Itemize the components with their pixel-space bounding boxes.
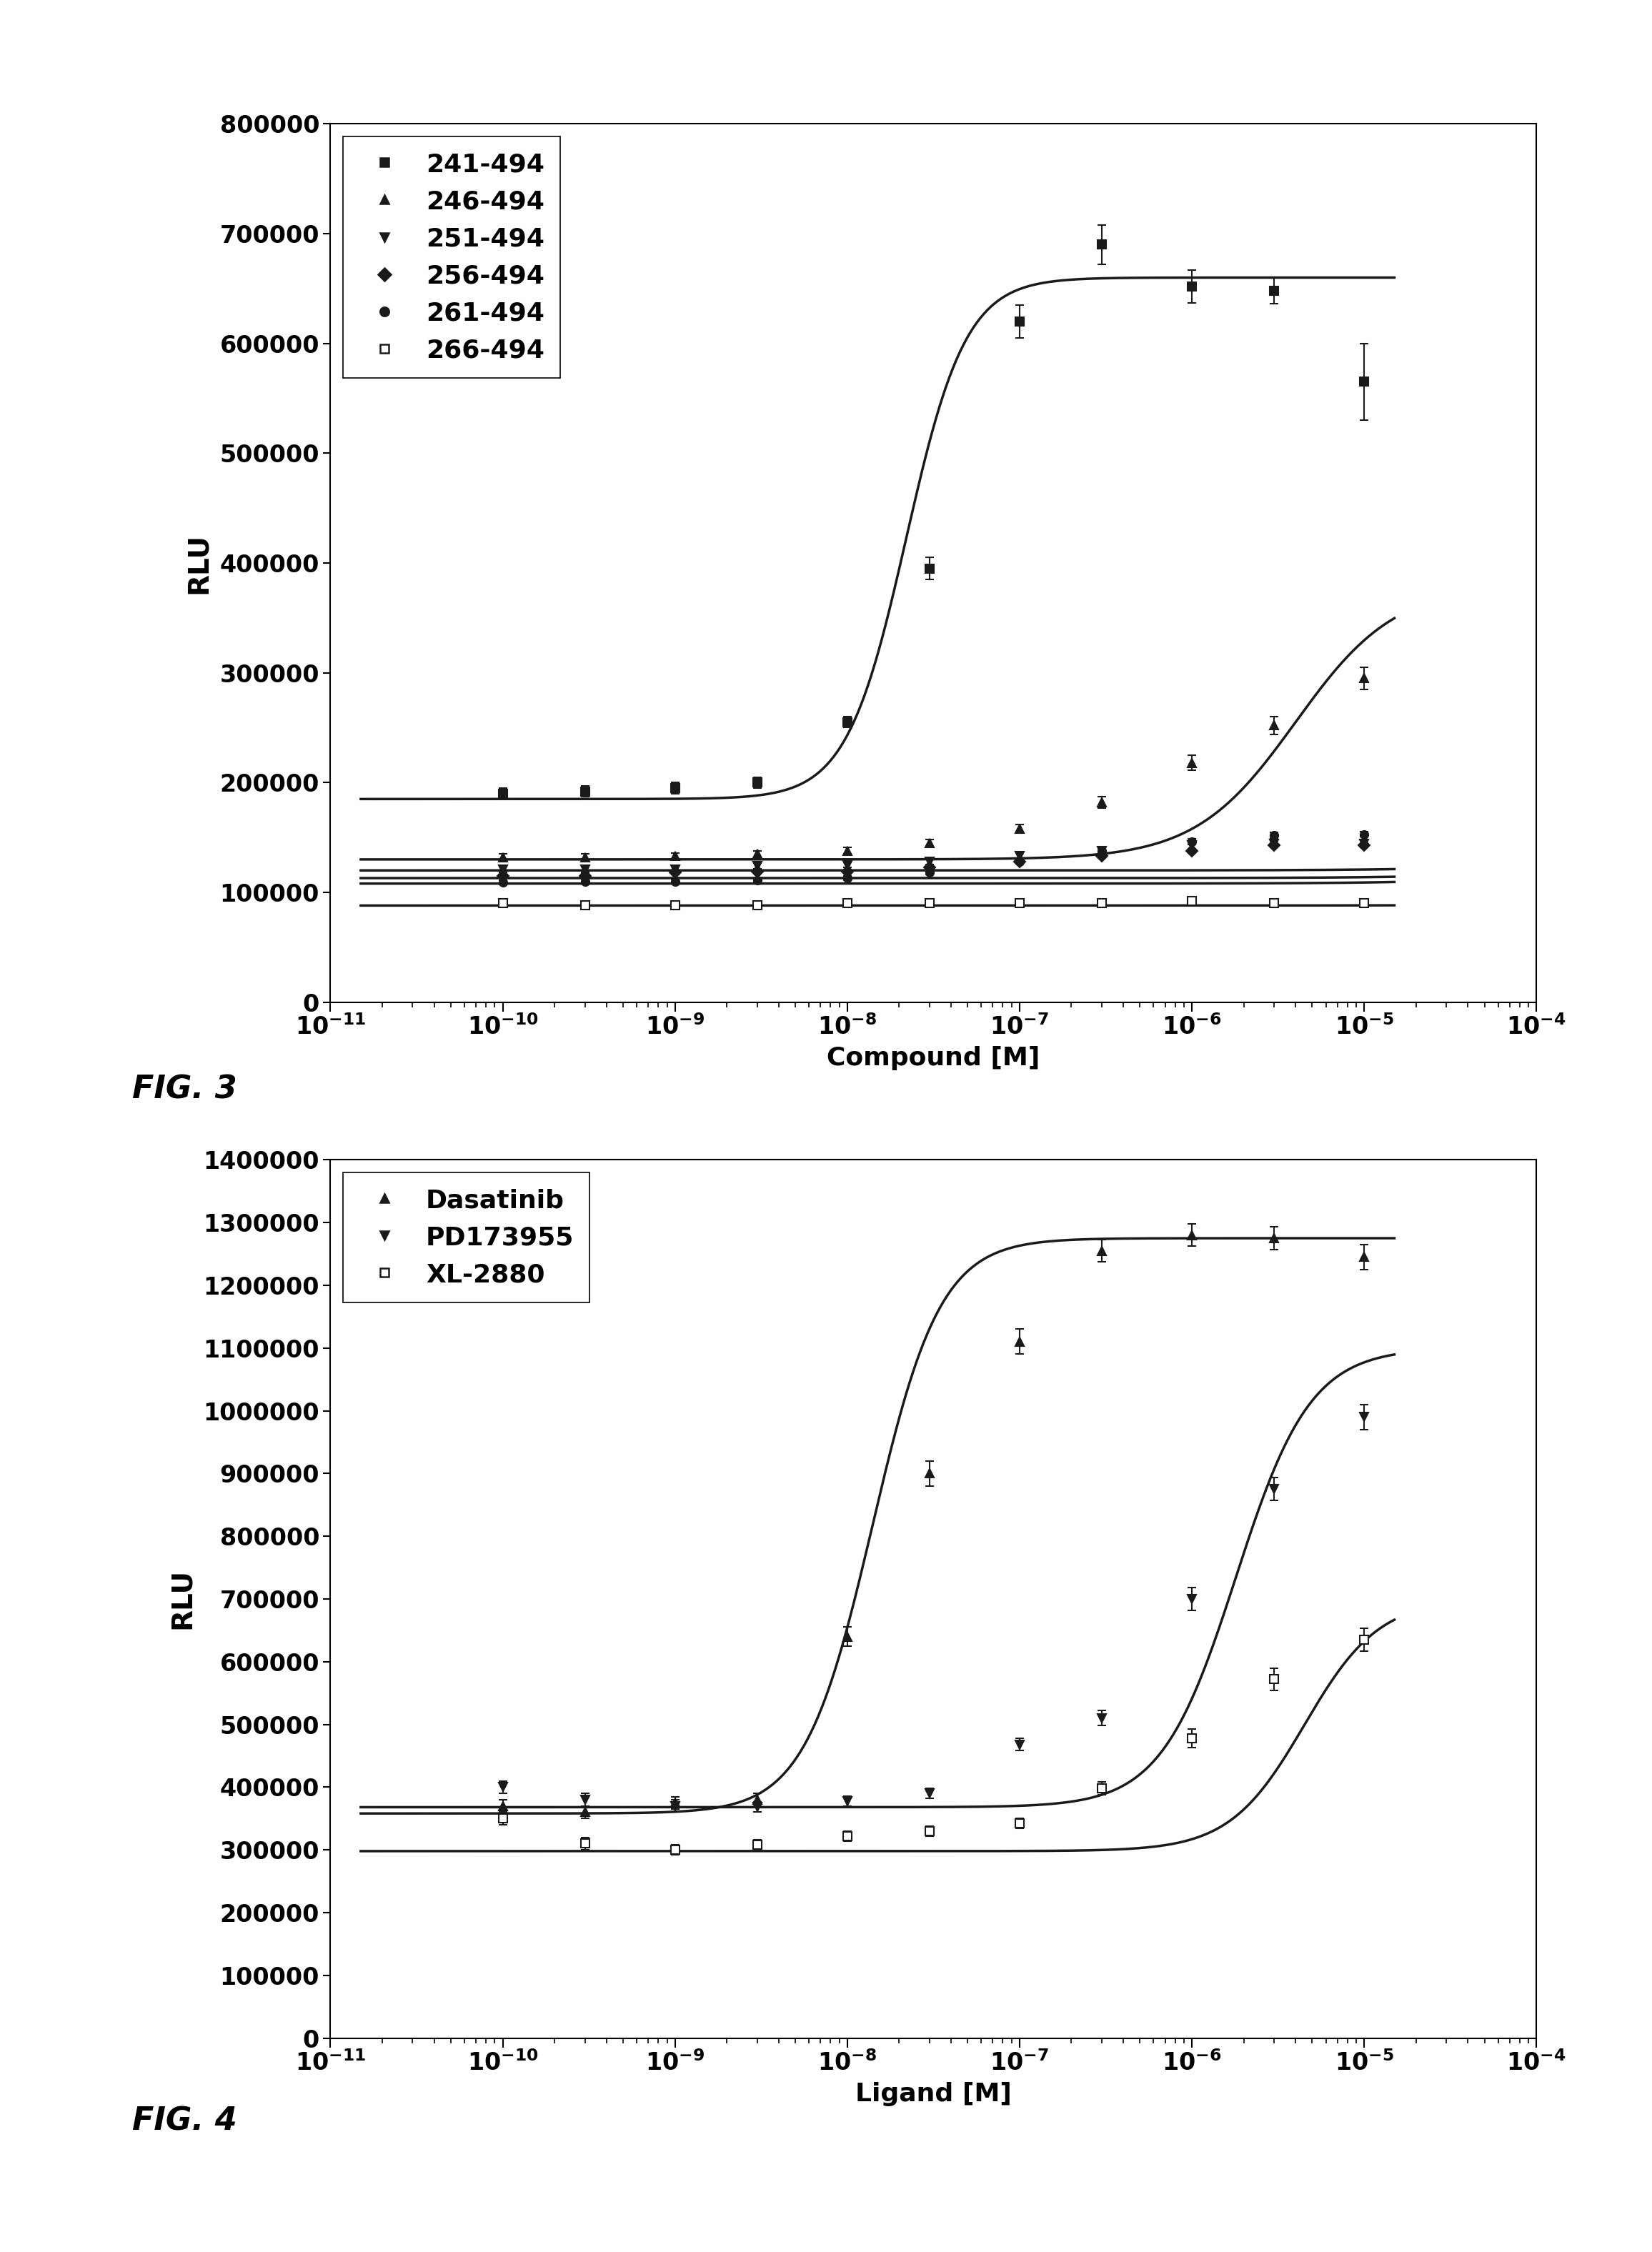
Text: FIG. 3: FIG. 3	[132, 1074, 236, 1106]
X-axis label: Ligand [M]: Ligand [M]	[856, 2081, 1011, 2106]
Legend: Dasatinib, PD173955, XL-2880: Dasatinib, PD173955, XL-2880	[344, 1173, 590, 1302]
Y-axis label: RLU: RLU	[169, 1567, 195, 1630]
Legend: 241-494, 246-494, 251-494, 256-494, 261-494, 266-494: 241-494, 246-494, 251-494, 256-494, 261-…	[344, 137, 560, 378]
Text: FIG. 4: FIG. 4	[132, 2106, 236, 2137]
X-axis label: Compound [M]: Compound [M]	[826, 1045, 1041, 1070]
Y-axis label: RLU: RLU	[185, 531, 211, 595]
